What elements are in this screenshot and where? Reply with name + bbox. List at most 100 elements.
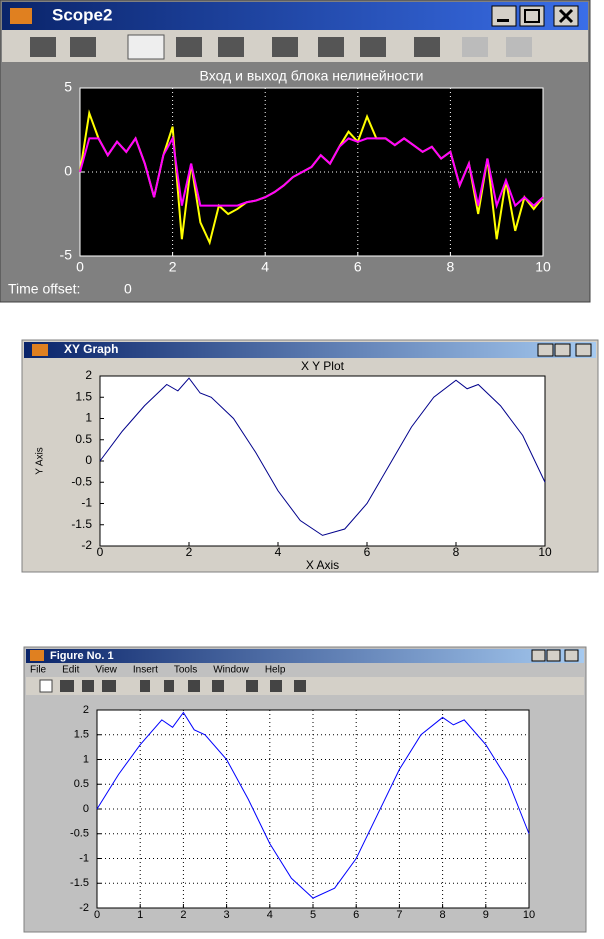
y-tick-label: 0	[83, 803, 89, 815]
y-tick-label: -2	[79, 902, 89, 914]
toolbar-buttons[interactable]	[30, 34, 532, 60]
x-tick-label: 0	[97, 545, 104, 559]
new-button[interactable]	[39, 679, 53, 693]
zoom-button[interactable]	[127, 34, 165, 60]
y-tick-label: 1.5	[74, 729, 89, 741]
x-tick-label: 9	[483, 909, 489, 921]
menu-item[interactable]: Edit	[62, 665, 79, 676]
x-tick-label: 5	[310, 909, 316, 921]
app-icon	[10, 8, 32, 24]
data-line	[79, 135, 544, 210]
y-tick-label: 5	[64, 79, 72, 95]
y-tick-label: -1.5	[70, 877, 89, 889]
plot-area	[99, 375, 546, 547]
icon	[558, 8, 574, 24]
menu-item[interactable]: Window	[213, 665, 249, 676]
x-tick-label: 7	[396, 909, 402, 921]
save-axes-button[interactable]	[318, 37, 344, 57]
y-tick-label: 2	[85, 368, 92, 382]
y-axis-label: Y Axis	[35, 447, 46, 475]
app-icon	[32, 344, 48, 356]
window-title: XY Graph	[64, 342, 118, 356]
app-icon	[30, 650, 44, 661]
x-tick-label: 0	[94, 909, 100, 921]
minimize-button[interactable]	[531, 649, 546, 662]
lock-button[interactable]	[462, 37, 488, 57]
time-offset-value: 0	[124, 281, 132, 297]
x-tick-label: 4	[275, 545, 282, 559]
menu-item[interactable]: Insert	[133, 665, 158, 676]
select-button[interactable]	[140, 680, 150, 692]
x-tick-label: 4	[261, 259, 269, 275]
data-line	[96, 711, 530, 899]
menu-item[interactable]: File	[30, 665, 47, 676]
y-tick-label: 1	[85, 411, 92, 425]
y-tick-label: 0	[85, 453, 92, 467]
toolbar-buttons[interactable]	[39, 679, 306, 693]
title-bar	[26, 649, 584, 663]
y-tick-label: -5	[60, 247, 73, 263]
icon	[497, 19, 509, 22]
y-tick-label: 2	[83, 704, 89, 716]
x-tick-label: 2	[169, 259, 177, 275]
chart-title: Вход и выход блока нелинейности	[200, 68, 424, 84]
y-tick-label: 1.5	[75, 389, 92, 403]
float-button[interactable]	[414, 37, 440, 57]
y-tick-label: 0.5	[74, 778, 89, 790]
menu-item[interactable]: Help	[265, 665, 286, 676]
params-button[interactable]	[70, 37, 96, 57]
window-title: Scope2	[52, 5, 112, 24]
autoscale-button[interactable]	[272, 37, 298, 57]
print-button[interactable]	[102, 680, 116, 692]
y-tick-label: 0.5	[75, 432, 92, 446]
x-tick-label: 8	[447, 259, 455, 275]
save-button[interactable]	[82, 680, 94, 692]
arrow-button[interactable]	[188, 680, 200, 692]
close-button[interactable]	[575, 343, 592, 357]
x-tick-label: 1	[137, 909, 143, 921]
x-tick-label: 10	[523, 909, 535, 921]
maximize-button[interactable]	[546, 649, 561, 662]
close-button[interactable]	[564, 649, 579, 662]
x-tick-label: 0	[76, 259, 84, 275]
menu-item[interactable]: View	[95, 665, 117, 676]
maximize-button[interactable]	[554, 343, 571, 357]
open-button[interactable]	[60, 680, 74, 692]
minimize-button[interactable]	[537, 343, 554, 357]
title-bar	[24, 342, 596, 358]
y-tick-label: -1	[81, 496, 92, 510]
zoom-x-button[interactable]	[176, 37, 202, 57]
x-tick-label: 3	[224, 909, 230, 921]
menu-bar: File Edit View Insert Tools Window Help	[30, 665, 286, 676]
y-tick-label: -1	[79, 852, 89, 864]
menu-item[interactable]: Tools	[174, 665, 197, 676]
line-button[interactable]	[212, 680, 224, 692]
zoom-in-button[interactable]	[246, 680, 258, 692]
minimize-button[interactable]	[491, 5, 517, 27]
print-button[interactable]	[30, 37, 56, 57]
x-tick-label: 8	[453, 545, 460, 559]
zoom-out-button[interactable]	[270, 680, 282, 692]
window-buttons[interactable]	[491, 5, 579, 27]
chart-title: X Y Plot	[301, 359, 345, 373]
zoom-y-button[interactable]	[218, 37, 244, 57]
rotate-button[interactable]	[294, 680, 306, 692]
x-tick-label: 6	[354, 259, 362, 275]
data-line	[99, 377, 546, 536]
y-tick-label: 0	[64, 163, 72, 179]
restore-axes-button[interactable]	[360, 37, 386, 57]
x-axis-label: X Axis	[306, 558, 339, 572]
window-title: Figure No. 1	[50, 650, 114, 662]
time-offset-label: Time offset:	[8, 281, 80, 297]
x-tick-label: 8	[440, 909, 446, 921]
x-tick-label: 4	[267, 909, 273, 921]
x-tick-label: 2	[186, 545, 193, 559]
select-button[interactable]	[506, 37, 532, 57]
text-button[interactable]	[164, 680, 174, 692]
y-tick-label: -0.5	[70, 828, 89, 840]
x-tick-label: 6	[353, 909, 359, 921]
x-tick-label: 2	[180, 909, 186, 921]
y-tick-label: -2	[81, 538, 92, 552]
